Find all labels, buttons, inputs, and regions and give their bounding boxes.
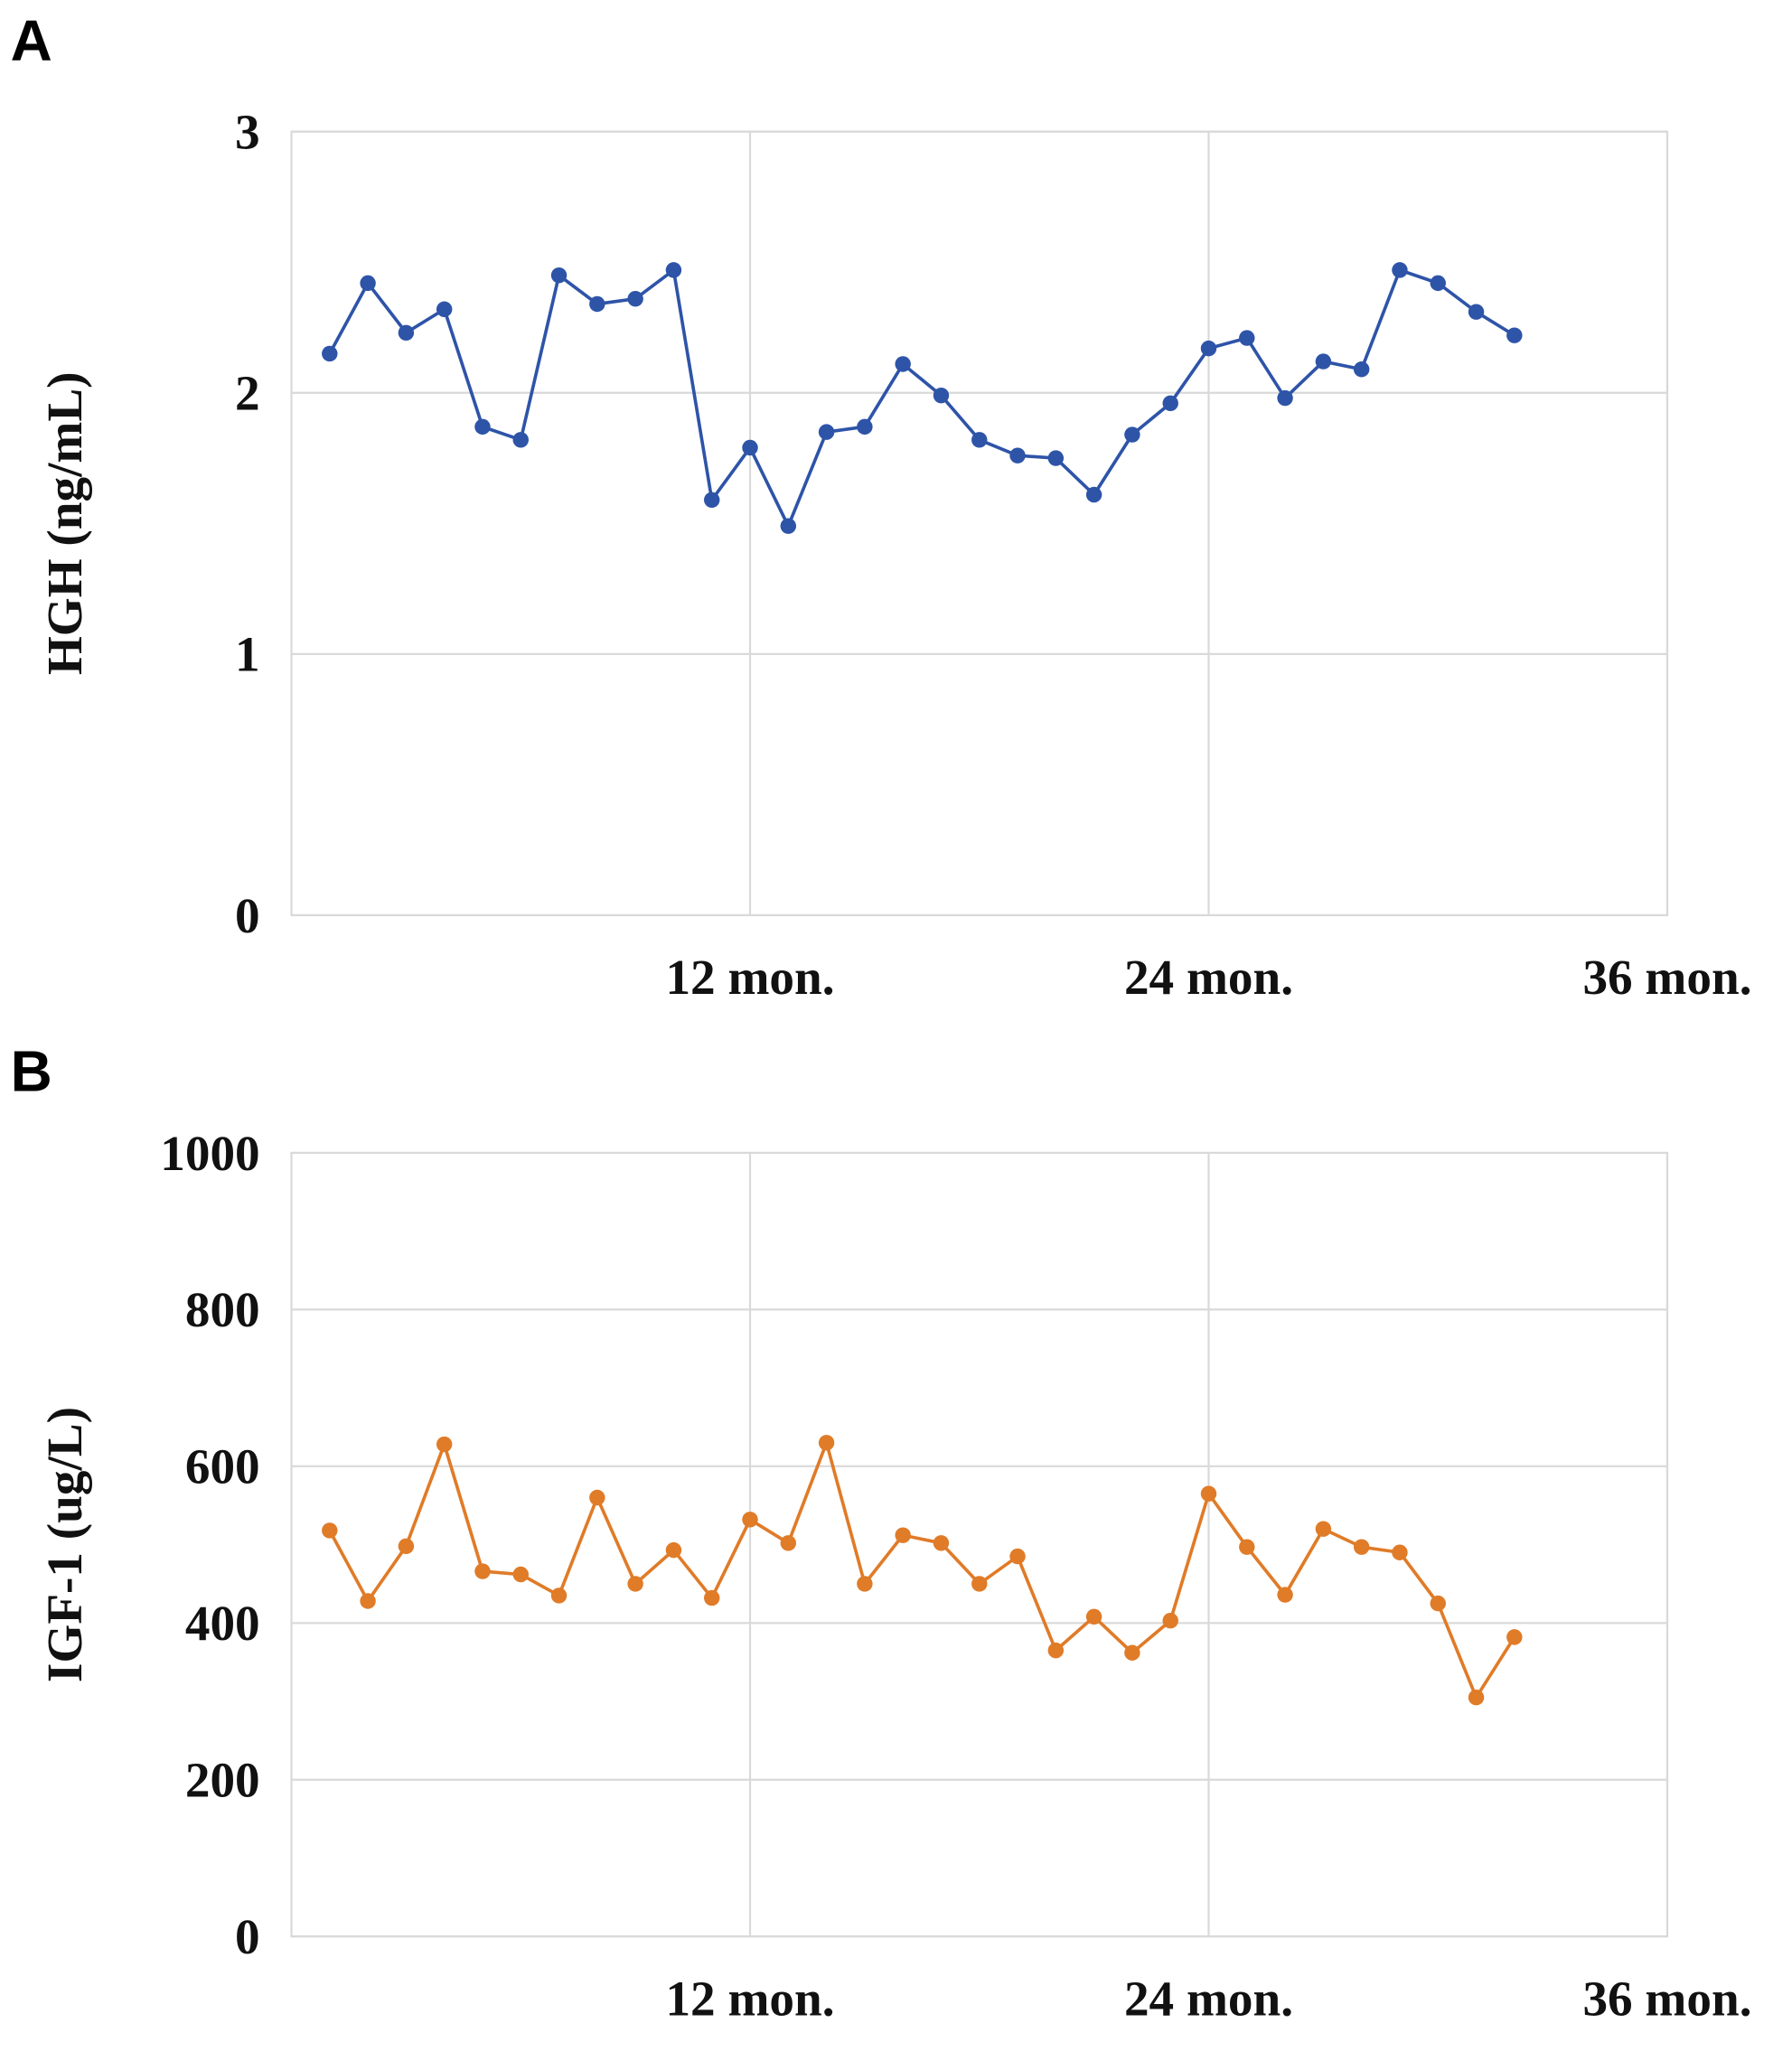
x-tick-label: 24 mon.	[1124, 1971, 1293, 2026]
plot-frame	[290, 1151, 1669, 1938]
data-point	[665, 1541, 682, 1559]
data-point	[474, 418, 491, 435]
data-point	[857, 418, 873, 435]
x-tick-label: 12 mon.	[665, 1971, 834, 2026]
data-point	[1353, 361, 1370, 378]
data-point	[933, 387, 950, 404]
data-point	[857, 1576, 873, 1592]
data-point	[1085, 1608, 1102, 1625]
y-tick-label: 400	[185, 1596, 260, 1651]
data-point	[703, 492, 720, 509]
data-line	[328, 268, 1515, 529]
data-point	[1468, 304, 1485, 320]
data-point	[742, 1512, 758, 1528]
data-point	[1124, 1644, 1140, 1661]
data-point	[971, 1576, 988, 1592]
data-point	[550, 1587, 568, 1604]
data-point	[1468, 1689, 1485, 1706]
data-point	[1200, 1485, 1217, 1502]
data-point	[1009, 1548, 1026, 1565]
data-point	[895, 356, 911, 372]
data-point	[398, 324, 415, 342]
data-point	[512, 432, 529, 448]
data-point	[742, 439, 758, 456]
data-point	[360, 275, 376, 292]
data-point	[436, 301, 453, 317]
x-tick-label: 36 mon.	[1582, 950, 1751, 1005]
data-point	[818, 1435, 835, 1451]
data-point	[1315, 1521, 1332, 1537]
data-point	[398, 1538, 415, 1555]
data-point	[1085, 486, 1102, 503]
data-point	[1506, 1629, 1523, 1645]
data-point	[703, 1589, 720, 1606]
data-point	[589, 295, 605, 313]
data-point	[474, 1563, 491, 1579]
data-point	[1124, 426, 1140, 443]
data-point	[1239, 1539, 1255, 1555]
data-point	[780, 1535, 797, 1551]
data-point	[1392, 1544, 1408, 1560]
data-point	[589, 1489, 605, 1506]
data-point	[971, 432, 988, 448]
data-point	[1506, 327, 1523, 343]
data-point	[627, 1576, 643, 1592]
data-point	[1277, 389, 1293, 407]
data-point	[322, 345, 338, 362]
x-tick-label: 12 mon.	[665, 950, 834, 1005]
data-line	[328, 1440, 1516, 1700]
panel-label: B	[11, 1039, 52, 1104]
data-point	[665, 262, 682, 278]
data-point	[1430, 275, 1446, 292]
data-point	[627, 290, 643, 307]
data-point	[1239, 330, 1255, 346]
data-point	[1277, 1587, 1293, 1603]
y-tick-label: 2	[235, 366, 260, 421]
x-tick-label: 36 mon.	[1582, 1971, 1751, 2026]
data-point	[550, 267, 568, 284]
y-tick-label: 0	[235, 888, 260, 943]
y-tick-label: 0	[235, 1909, 260, 1964]
data-point	[512, 1566, 529, 1583]
data-point	[818, 424, 835, 440]
data-point	[895, 1527, 911, 1543]
data-point	[1162, 1612, 1178, 1629]
y-tick-label: 800	[185, 1282, 260, 1337]
data-point	[933, 1535, 950, 1551]
data-point	[1392, 262, 1408, 278]
panel-label: A	[11, 8, 52, 73]
y-tick-label: 1	[235, 627, 260, 682]
y-axis-label: HGH (ng/mL)	[37, 371, 92, 675]
y-tick-label: 1000	[160, 1126, 259, 1181]
y-tick-label: 3	[235, 105, 260, 160]
data-point	[1353, 1539, 1370, 1555]
data-point	[360, 1593, 376, 1609]
data-point	[1009, 447, 1026, 464]
data-point	[1047, 1642, 1065, 1659]
data-point	[436, 1436, 453, 1453]
data-point	[322, 1522, 338, 1539]
x-tick-label: 24 mon.	[1124, 950, 1293, 1005]
data-point	[1162, 395, 1178, 412]
y-tick-label: 200	[185, 1753, 260, 1808]
plot-frame	[290, 130, 1669, 917]
data-point	[1315, 353, 1332, 370]
data-point	[1200, 340, 1217, 357]
y-tick-label: 600	[185, 1439, 260, 1494]
y-axis-label: IGF-1 (ug/L)	[37, 1407, 92, 1682]
data-point	[1430, 1595, 1446, 1612]
data-point	[1047, 450, 1065, 466]
data-point	[780, 518, 797, 534]
